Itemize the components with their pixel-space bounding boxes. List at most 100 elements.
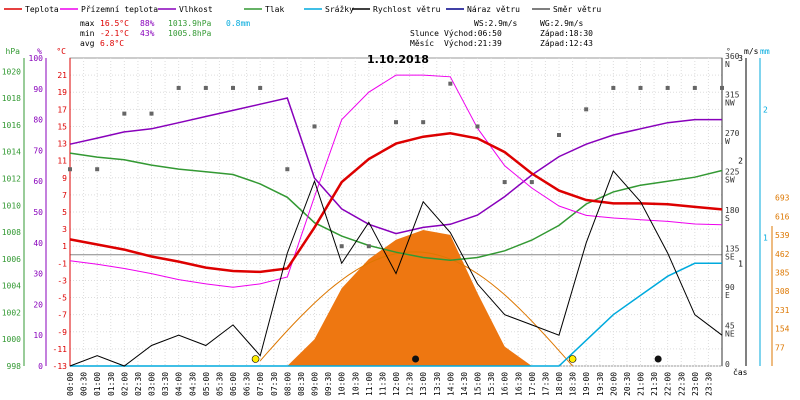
pressure-tick-label: 1008 <box>2 228 21 237</box>
x-tick-label: 02:00 <box>120 372 129 396</box>
wind-direction-marker <box>720 85 724 90</box>
x-tick-label: 05:30 <box>215 372 224 396</box>
ground-temperature-line <box>69 74 723 288</box>
stats-value: max <box>80 19 95 28</box>
wind-direction-marker <box>584 107 589 112</box>
wind-direction-marker <box>421 120 426 125</box>
stats-value: 16.5°C <box>100 19 129 28</box>
direction-tick-label: NW <box>725 99 735 108</box>
legend-label: Rychlost větru <box>373 5 441 14</box>
radiation-tick-label: 462 <box>775 250 790 259</box>
wind-direction-marker <box>258 85 263 90</box>
stats-value: 6.8°C <box>100 39 124 48</box>
temperature-line <box>69 132 723 274</box>
humidity-tick-label: 50 <box>33 208 43 217</box>
sun-set: Západ:18:30 <box>540 29 593 38</box>
legend-label: Náraz větru <box>467 5 520 14</box>
x-tick-label: 04:30 <box>188 372 197 396</box>
wind-direction-marker <box>68 167 72 172</box>
pressure-tick-label: 1020 <box>2 67 21 76</box>
moonrise-marker <box>654 355 662 363</box>
direction-tick-label: NE <box>725 330 735 339</box>
wind-direction-marker <box>122 111 127 116</box>
stats-value: -2.1°C <box>100 29 129 38</box>
temperature-tick-label: -13 <box>53 362 68 371</box>
temperature-tick-label: 17 <box>57 105 67 114</box>
wind-tick-label: 1 <box>738 259 743 268</box>
x-tick-label: 03:00 <box>148 372 157 396</box>
x-tick-label: 08:00 <box>283 372 292 396</box>
pressure-tick-label: 1014 <box>2 148 21 157</box>
temperature-tick-label: 3 <box>62 225 67 234</box>
x-tick-label: 19:30 <box>596 372 605 396</box>
legend-label: Vlhkost <box>179 5 213 14</box>
x-tick-label: 21:30 <box>650 372 659 396</box>
stats-value: min <box>80 29 95 38</box>
wind-direction-marker <box>475 124 480 129</box>
solar-radiation-area <box>70 230 722 366</box>
temperature-tick-label: 9 <box>62 174 67 183</box>
wind-direction-marker <box>638 85 643 90</box>
x-tick-label: 02:30 <box>134 372 143 396</box>
x-tick-label: 14:00 <box>446 372 455 396</box>
x-tick-label: 12:30 <box>406 372 415 396</box>
x-tick-label: 10:00 <box>338 372 347 396</box>
temperature-tick-label: -5 <box>57 294 67 303</box>
x-tick-label: 19:00 <box>582 372 591 396</box>
direction-tick-label: 270 <box>725 129 740 138</box>
pressure-tick-label: 998 <box>7 362 22 371</box>
stats-value: 88% <box>140 19 155 28</box>
pressure-tick-label: 1018 <box>2 94 21 103</box>
direction-tick-label: S <box>725 214 730 223</box>
x-tick-label: 16:00 <box>501 372 510 396</box>
humidity-tick-label: 70 <box>33 146 43 155</box>
x-tick-label: 23:00 <box>691 372 700 396</box>
radiation-tick-label: 539 <box>775 231 790 240</box>
x-tick-label: 16:30 <box>514 372 523 396</box>
wind-direction-marker <box>611 85 616 90</box>
moon-set: Západ:12:43 <box>540 39 593 48</box>
wind-direction-marker <box>366 244 371 249</box>
wind-direction-marker <box>665 85 670 90</box>
legend-label: Tlak <box>265 5 284 14</box>
legend-label: Srážky <box>325 5 354 14</box>
wind-tick-label: 2 <box>738 157 743 166</box>
pressure-tick-label: 1000 <box>2 335 21 344</box>
direction-tick-label: 135 <box>725 245 740 254</box>
wind-direction-marker <box>557 133 561 137</box>
sunset-marker <box>568 355 577 363</box>
direction-tick-label: N <box>725 60 730 69</box>
direction-tick-label: 45 <box>725 322 735 331</box>
wind-tick-label: 3 <box>738 54 743 63</box>
direction-tick-label: 0 <box>725 360 730 369</box>
pressure-axis-label: hPa <box>6 47 21 56</box>
pressure-tick-label: 1002 <box>2 308 21 317</box>
stats-value: 1013.9hPa <box>168 19 212 28</box>
temperature-tick-label: 1 <box>62 242 67 251</box>
temperature-tick-label: 15 <box>57 122 67 131</box>
pressure-tick-label: 1012 <box>2 175 21 184</box>
wind-direction-marker <box>502 180 507 185</box>
x-tick-label: 18:30 <box>569 372 578 396</box>
sun-rise: Východ:06:50 <box>444 29 502 38</box>
rain-tick-label: 2 <box>763 105 768 114</box>
rain-line <box>70 262 722 367</box>
radiation-tick-label: 77 <box>775 343 785 352</box>
x-tick-label: 13:30 <box>433 372 442 396</box>
legend-label: Směr větru <box>553 5 601 14</box>
rain-tick-label: 1 <box>763 234 768 243</box>
x-axis-label: čas <box>733 367 748 377</box>
x-tick-label: 06:30 <box>243 372 252 396</box>
x-tick-label: 01:00 <box>93 372 102 396</box>
x-tick-label: 13:00 <box>419 372 428 396</box>
temperature-axis-label: °C <box>56 47 66 56</box>
humidity-tick-label: 100 <box>29 54 44 63</box>
x-tick-label: 05:00 <box>202 372 211 396</box>
humidity-axis-label: % <box>37 47 42 56</box>
radiation-tick-label: 154 <box>775 325 790 334</box>
x-tick-label: 23:30 <box>704 372 713 396</box>
x-tick-label: 22:30 <box>677 372 686 396</box>
temperature-tick-label: 13 <box>57 140 67 149</box>
x-tick-label: 09:30 <box>324 372 333 396</box>
humidity-tick-label: 30 <box>33 270 43 279</box>
